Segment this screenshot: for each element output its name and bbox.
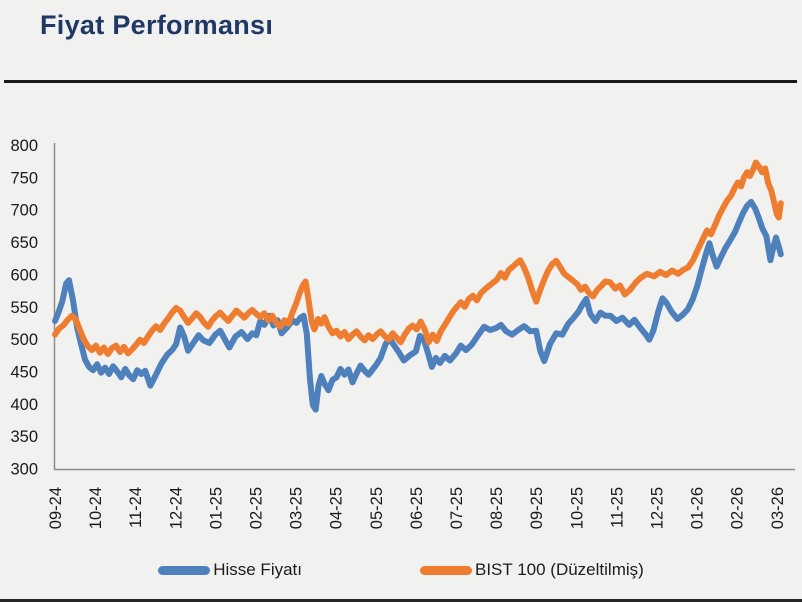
y-tick-label-800: 800 (10, 137, 38, 155)
legend-item-bist-100: BIST 100 (Düzeltilmiş) (420, 560, 644, 580)
series-line-bist-100 (52, 159, 784, 357)
y-tick-label-700: 700 (10, 202, 38, 220)
page-bottom-border (0, 599, 802, 602)
y-tick-label-550: 550 (10, 299, 38, 317)
legend-swatch-hisse-fiyati-icon (158, 565, 211, 575)
legend-label-hisse-fiyati: Hisse Fiyatı (213, 560, 302, 579)
x-tick-label-02-25: 02-25 (248, 487, 266, 529)
x-tick-label-03-25: 03-25 (288, 487, 306, 529)
y-tick-label-400: 400 (10, 396, 38, 414)
x-tick-label-02-26: 02-26 (729, 487, 747, 529)
series-line-hisse-fiyati (52, 198, 784, 413)
x-tick-label-06-25: 06-25 (408, 487, 426, 529)
x-tick-label-01-25: 01-25 (207, 487, 225, 529)
x-tick-label-07-25: 07-25 (448, 487, 466, 529)
x-tick-label-09-24: 09-24 (47, 487, 65, 529)
x-tick-label-08-25: 08-25 (488, 487, 506, 529)
x-tick-label-11-24: 11-24 (127, 487, 145, 528)
y-tick-label-750: 750 (10, 169, 38, 187)
title-divider (4, 80, 797, 83)
legend-label-bist-100: BIST 100 (Düzeltilmiş) (475, 560, 644, 579)
chart-legend: Hisse Fiyatı BIST 100 (Düzeltilmiş) (0, 560, 802, 580)
x-tick-label-09-25: 09-25 (528, 487, 546, 529)
x-tick-label-11-25: 11-25 (608, 487, 626, 528)
y-tick-label-500: 500 (10, 331, 38, 349)
y-tick-label-450: 450 (10, 363, 38, 381)
y-tick-label-300: 300 (10, 461, 38, 479)
x-tick-label-10-24: 10-24 (87, 487, 105, 529)
x-tick-label-10-25: 10-25 (568, 487, 586, 529)
page-title: Fiyat Performansı (40, 10, 274, 40)
y-tick-label-650: 650 (10, 234, 38, 252)
y-tick-label-350: 350 (10, 428, 38, 446)
x-tick-label-05-25: 05-25 (368, 487, 386, 529)
x-tick-label-04-25: 04-25 (328, 487, 346, 529)
x-tick-label-12-25: 12-25 (649, 487, 667, 529)
y-tick-label-600: 600 (10, 266, 38, 284)
x-tick-label-12-24: 12-24 (167, 487, 185, 529)
legend-item-hisse-fiyati: Hisse Fiyatı (158, 560, 302, 580)
legend-swatch-bist-100-icon (420, 565, 472, 575)
x-tick-label-01-26: 01-26 (689, 487, 707, 529)
x-tick-label-03-26: 03-26 (769, 487, 787, 529)
